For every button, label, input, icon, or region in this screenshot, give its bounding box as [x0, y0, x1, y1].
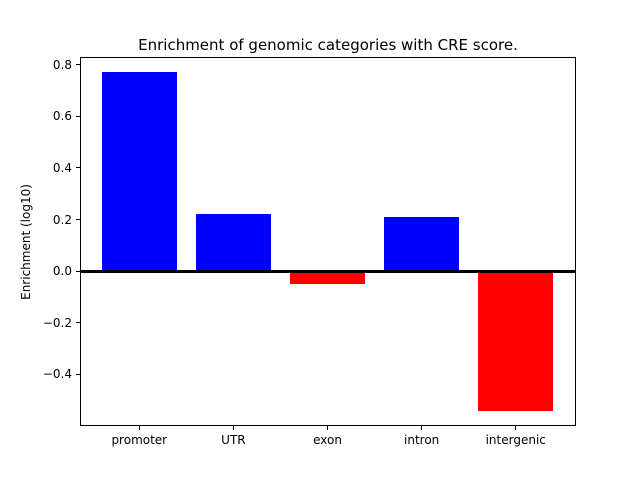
y-tick-mark [76, 64, 80, 66]
y-tick-label: −0.4 [42, 367, 72, 382]
bar-exon [289, 271, 366, 285]
y-tick-label: 0.4 [52, 160, 72, 175]
y-tick-mark [76, 219, 80, 221]
x-tick-mark [515, 426, 517, 430]
y-tick-mark [76, 167, 80, 169]
y-tick-mark [76, 270, 80, 272]
x-tick-mark [327, 426, 329, 430]
x-tick-label-promoter: promoter [111, 433, 168, 447]
x-tick-mark [421, 426, 423, 430]
y-tick-label: −0.2 [42, 315, 72, 330]
bar-promoter [101, 72, 177, 272]
x-tick-label-UTR: UTR [221, 433, 246, 447]
x-tick-mark [138, 426, 140, 430]
y-tick-label: 0.0 [52, 264, 72, 279]
zero-line [80, 269, 576, 273]
x-tick-mark [232, 426, 234, 430]
bar-UTR [195, 214, 272, 272]
x-tick-label-intron: intron [404, 433, 440, 447]
bar-intron [384, 216, 460, 272]
bar-intergenic [478, 271, 554, 411]
chart-title: Enrichment of genomic categories with CR… [138, 36, 518, 54]
x-tick-label-exon: exon [313, 433, 342, 447]
x-tick-label-intergenic: intergenic [485, 433, 546, 447]
y-tick-label: 0.6 [52, 109, 72, 124]
y-tick-mark [76, 322, 80, 324]
y-tick-mark [76, 373, 80, 375]
y-tick-label: 0.2 [52, 212, 72, 227]
y-tick-mark [76, 115, 80, 117]
y-tick-label: 0.8 [52, 57, 72, 72]
y-axis-label: Enrichment (log10) [19, 184, 33, 300]
